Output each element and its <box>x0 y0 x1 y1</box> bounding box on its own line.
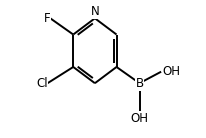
Text: N: N <box>90 5 99 18</box>
Text: Cl: Cl <box>36 77 48 90</box>
Text: F: F <box>44 12 50 25</box>
Text: B: B <box>136 77 144 90</box>
Text: OH: OH <box>163 65 180 78</box>
Text: OH: OH <box>131 112 149 125</box>
